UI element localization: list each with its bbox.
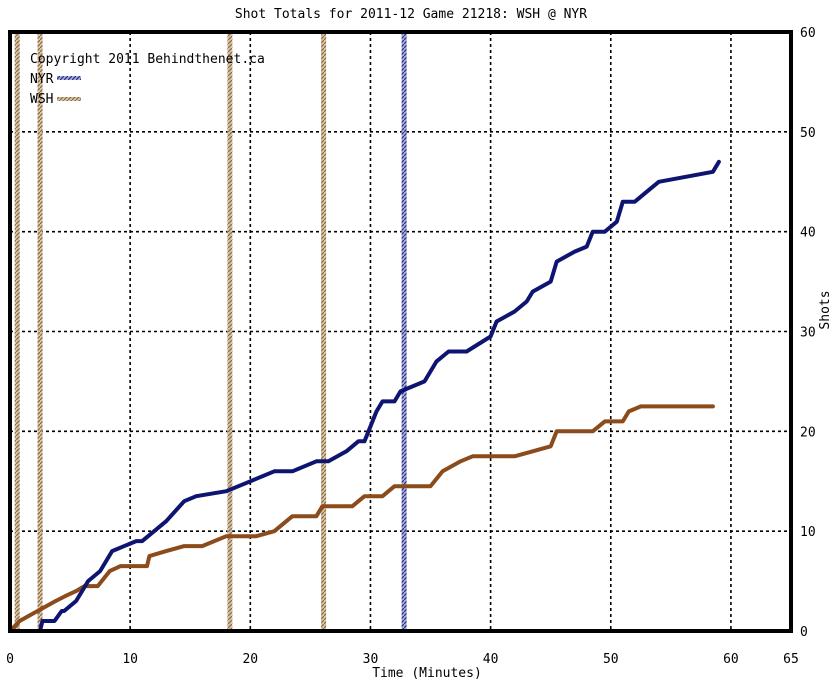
series-line-wsh	[8, 404, 715, 633]
y-tick-label: 50	[800, 126, 816, 141]
y-tick-label: 20	[800, 425, 816, 440]
nyr-marker	[401, 32, 407, 631]
x-tick-label: 30	[363, 652, 379, 667]
x-tick-label: 65	[783, 652, 799, 667]
series-line-nyr	[8, 159, 721, 633]
legend-swatch-wsh	[57, 97, 81, 101]
wsh-marker	[321, 32, 327, 631]
x-axis-label: Time (Minutes)	[372, 666, 482, 680]
legend-swatch-nyr	[57, 76, 81, 80]
x-tick-label: 60	[723, 652, 739, 667]
y-tick-label: 40	[800, 226, 816, 241]
y-tick-label: 30	[800, 326, 816, 341]
x-tick-label: 20	[242, 652, 258, 667]
x-tick-label: 50	[603, 652, 619, 667]
y-tick-label: 10	[800, 525, 816, 540]
copyright-note: Copyright 2011 Behindthenet.ca	[30, 52, 265, 67]
y-tick-label: 60	[800, 26, 816, 41]
y-tick-label: 0	[800, 625, 808, 640]
legend-label-nyr: NYR	[30, 72, 54, 87]
x-tick-labels: 0 10 20 30 40 50 60 65	[6, 652, 799, 667]
y-axis-label: Shots	[818, 290, 830, 329]
x-tick-label: 0	[6, 652, 14, 667]
plot-frame	[8, 30, 793, 633]
y-tick-labels: 0 10 20 30 40 50 60	[800, 26, 816, 640]
x-tick-label: 40	[483, 652, 499, 667]
legend: NYR WSH	[30, 72, 81, 107]
period-markers	[14, 32, 407, 631]
wsh-marker	[14, 32, 20, 631]
legend-label-wsh: WSH	[30, 92, 53, 107]
grid-lines	[10, 32, 791, 631]
wsh-marker	[227, 32, 233, 631]
series-lines	[8, 159, 721, 633]
x-tick-label: 10	[122, 652, 138, 667]
chart-title: Shot Totals for 2011-12 Game 21218: WSH …	[235, 7, 587, 22]
wsh-marker	[37, 32, 43, 631]
